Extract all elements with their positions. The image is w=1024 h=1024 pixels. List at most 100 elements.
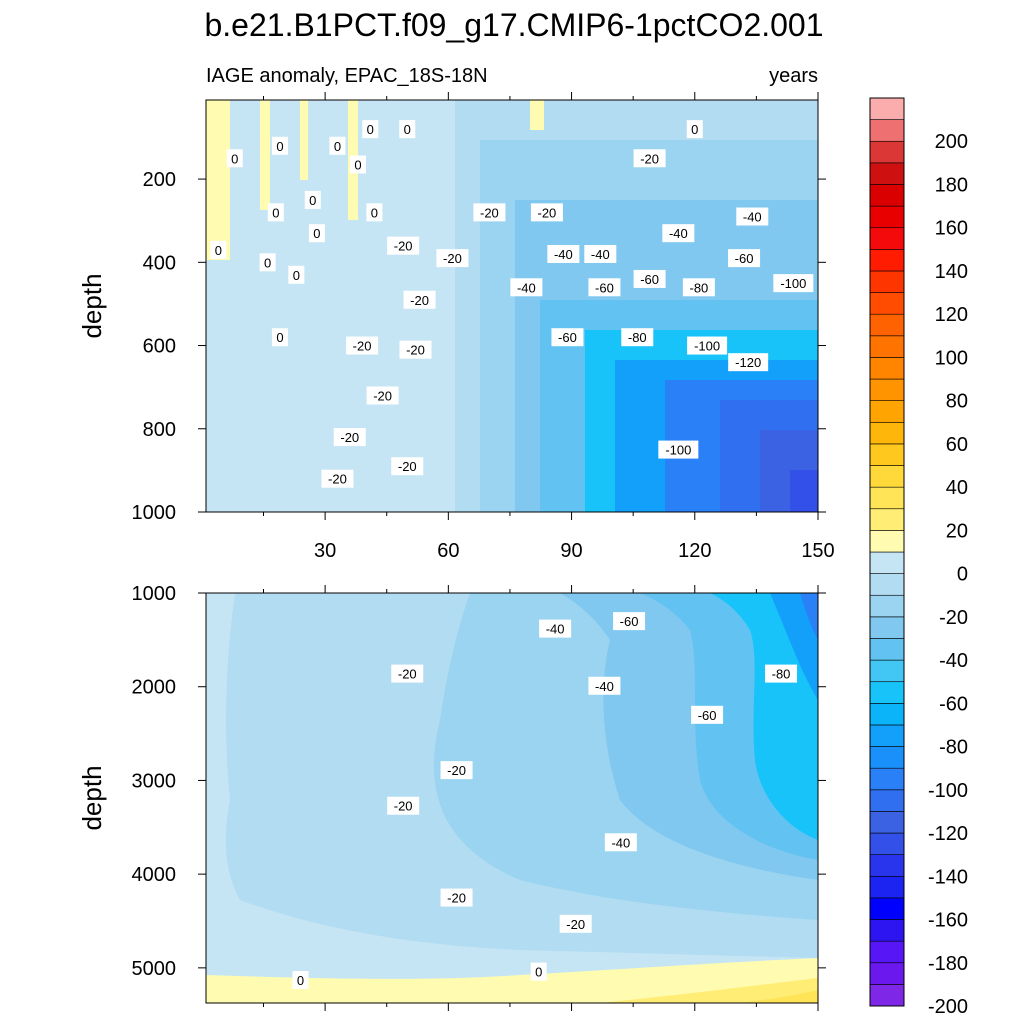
colorbar-tick-label: -80: [939, 737, 968, 759]
colorbar-tick-label: 80: [946, 391, 968, 413]
contour-label: -20: [447, 763, 466, 778]
contour-label-box: [547, 244, 580, 263]
contour-label-box: [539, 619, 572, 638]
fill-band: [790, 470, 818, 512]
lower-plot-frame: [205, 592, 819, 1004]
fill-band: [800, 593, 818, 640]
contour-label: 0: [404, 122, 411, 137]
contour-label: 0: [272, 205, 279, 220]
colorbar-tick-label: -200: [928, 996, 968, 1018]
contour-label-box: [399, 120, 416, 139]
colorbar-segment: [869, 919, 905, 942]
contour-label-box: [588, 676, 621, 695]
colorbar-segment: [869, 140, 905, 164]
lower-axes: 1000 2000 3000 4000 5000: [132, 583, 826, 1011]
contour-label-box: [728, 353, 769, 372]
contour-label-box: [321, 469, 354, 488]
colorbar-segment: [869, 767, 905, 791]
x-tick-label: 90: [560, 540, 582, 562]
contour-label: -60: [698, 708, 717, 723]
contour-label: 0: [276, 330, 283, 345]
colorbar-segment: [869, 854, 905, 877]
contour-label: -80: [628, 330, 647, 345]
contour-label-box: [510, 278, 543, 297]
lower-ylabel: depth: [77, 765, 107, 830]
colorbar-segment: [869, 227, 905, 250]
contour-label: -40: [743, 210, 762, 225]
contour-label-box: [613, 612, 646, 631]
contour-label-box: [399, 340, 432, 359]
fill-band: [710, 593, 818, 840]
positive-band: [740, 990, 818, 1003]
colorbar-tick-label: -160: [928, 910, 968, 932]
contour-label-box: [633, 149, 666, 168]
contour-label: -20: [566, 917, 585, 932]
contour-label: 0: [297, 973, 304, 988]
upper-contour-fill: [206, 100, 818, 512]
contour-label-box: [621, 328, 654, 347]
contour-label: 0: [313, 226, 320, 241]
contour-label: -40: [669, 226, 688, 241]
colorbar-segment: [869, 270, 905, 293]
colorbar: 200180160140120100806040200-20-40-60-80-…: [869, 97, 968, 1018]
contour-label-box: [403, 290, 436, 309]
colorbar-segment: [869, 811, 905, 834]
lower-panel: -40 -60 -20 -40 -80 -60 -20 -20 -40 -20 -20 0 0 1000…: [77, 583, 826, 1011]
contour-label: -40: [546, 622, 565, 637]
contour-label: -60: [620, 614, 639, 629]
colorbar-segment: [869, 594, 905, 618]
y-tick-label: 3000: [132, 770, 177, 792]
colorbar-tick-label: 120: [935, 304, 968, 326]
upper-ylabel: depth: [77, 273, 107, 338]
colorbar-segment: [869, 357, 905, 380]
y-tick-label: 2000: [132, 677, 177, 699]
colorbar-segment: [869, 249, 905, 272]
upper-axes: 30 60 90 120 150 200 400 600 800 1000: [132, 92, 835, 562]
contour-label-box: [366, 203, 383, 222]
positive-patch: [530, 100, 544, 130]
contour-label-box: [271, 328, 288, 347]
x-tick-label: 150: [801, 540, 834, 562]
contour-label: -20: [398, 459, 417, 474]
contour-label-box: [267, 203, 284, 222]
contour-label-box: [559, 914, 592, 933]
contour-label: -20: [410, 293, 429, 308]
contour-label: -20: [328, 472, 347, 487]
contour-label: 0: [367, 122, 374, 137]
contour-label-box: [210, 240, 227, 259]
colorbar-segment: [869, 119, 905, 142]
contour-label: -40: [595, 679, 614, 694]
contour-label: -40: [517, 280, 536, 295]
contour-label: -60: [558, 330, 577, 345]
colorbar-segment: [869, 292, 905, 315]
contour-label-box: [288, 265, 305, 284]
colorbar-segment: [869, 313, 905, 337]
y-tick-label: 200: [143, 169, 176, 191]
left-subtitle: IAGE anomaly, EPAC_18S-18N: [206, 65, 488, 87]
colorbar-segment: [869, 940, 905, 964]
contour-label-box: [765, 664, 798, 683]
contour-label-box: [387, 236, 420, 255]
colorbar-tick-label: 180: [935, 174, 968, 196]
positive-patch: [260, 100, 270, 210]
contour-label: -20: [398, 667, 417, 682]
positive-band: [600, 978, 818, 1003]
contour-label: 0: [276, 139, 283, 154]
y-tick-label: 5000: [132, 958, 177, 980]
contour-label: -80: [772, 667, 791, 682]
colorbar-segment: [869, 530, 905, 553]
contour-label-box: [308, 224, 325, 243]
contour-label-box: [584, 244, 617, 263]
contour-label: -120: [735, 355, 761, 370]
colorbar-segment: [869, 573, 905, 596]
contour-label-box: [346, 336, 379, 355]
colorbar-segment: [869, 184, 905, 207]
colorbar-segment: [869, 875, 905, 899]
contour-label-box: [658, 440, 699, 459]
colorbar-segment: [869, 400, 905, 423]
lower-contour-fill: [206, 593, 818, 1003]
contour-label-box: [691, 705, 724, 724]
contour-label-box: [259, 253, 276, 272]
